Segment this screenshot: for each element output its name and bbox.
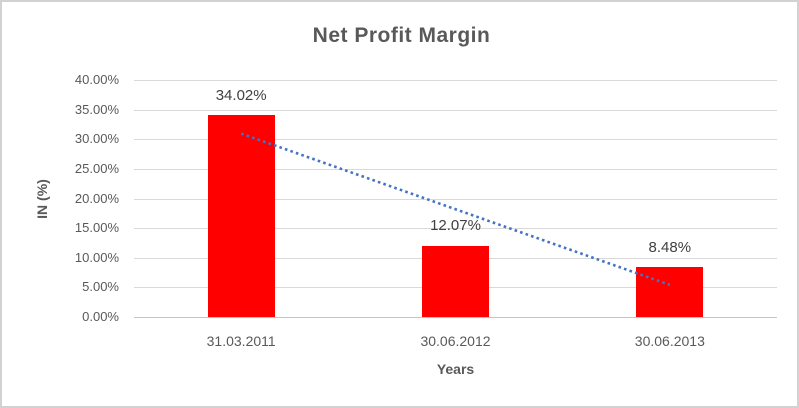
gridline [134,80,777,81]
chart-title: Net Profit Margin [312,24,491,47]
x-tick-label: 30.06.2013 [634,333,705,349]
y-tick-label: 20.00% [74,190,119,206]
bar-31.03.2011 [207,115,275,317]
trendline-layer [240,132,671,287]
bar-30.06.2013 [636,266,704,317]
bar-30.06.2012 [422,245,489,317]
data-label: 12.07% [430,217,481,235]
gridline [134,228,777,230]
y-axis-tick-labels: 40.00% 35.00% 30.00% 25.00% 20.00% 15.00% 10.0… [2,72,119,324]
gridline [134,139,777,141]
y-tick-label: 25.00% [74,160,119,176]
plot-area: 34.02% 12.07% 8.48% [134,80,777,318]
y-tick-label: 0.00% [82,309,119,324]
gridline [134,109,777,111]
x-axis-tick-labels: 31.03.2011 30.06.2012 30.06.2013 [134,332,777,350]
x-tick-label: 30.06.2012 [420,333,491,349]
x-tick-label: 31.03.2011 [206,333,276,349]
y-tick-label: 30.00% [74,131,119,147]
y-tick-label: 35.00% [74,101,119,117]
gridline [134,168,777,170]
y-tick-label: 10.00% [74,249,119,265]
x-axis-title: Years [436,361,475,377]
y-tick-label: 40.00% [74,72,119,87]
x-axis-line [134,317,777,318]
y-tick-label: 5.00% [82,279,119,295]
data-label: 8.48% [648,238,692,256]
gridline [134,198,777,200]
data-label: 34.02% [215,87,267,105]
trendline [240,132,671,287]
y-tick-label: 15.00% [74,220,119,236]
